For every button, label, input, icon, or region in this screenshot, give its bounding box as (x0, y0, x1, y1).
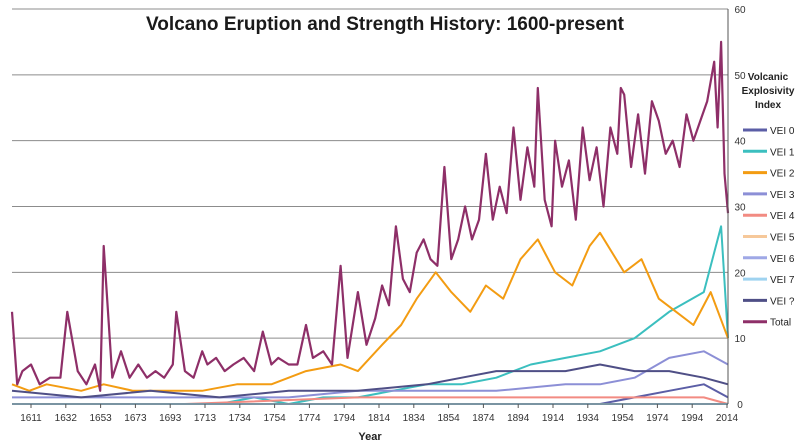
legend-label-2: VEI 2 (770, 169, 795, 180)
chart-title: Volcano Eruption and Strength History: 1… (146, 14, 625, 35)
x-tick-label-16: 1934 (577, 413, 600, 424)
x-tick-label-0: 1611 (20, 413, 42, 424)
legend-label-7: VEI 7 (770, 275, 795, 286)
x-tick-label-19: 1994 (681, 413, 704, 424)
axes (12, 9, 729, 408)
x-tick-label-8: 1774 (298, 413, 321, 424)
legend-label-1: VEI 1 (770, 147, 795, 158)
legend-label-8: VEI ? (770, 296, 795, 307)
y-tick-label-0: 0 (737, 400, 743, 411)
x-tick-label-12: 1854 (437, 413, 460, 424)
legend-label-0: VEI 0 (770, 126, 795, 137)
x-tick-label-9: 1794 (333, 413, 356, 424)
series-line-total (10, 40, 730, 392)
legend-title-line-1: Explosivity (742, 86, 795, 97)
x-tick-label-6: 1734 (229, 413, 252, 424)
y-tick-labels: 0 10 20 30 40 50 60 (734, 5, 746, 411)
x-tick-label-17: 1954 (611, 413, 634, 424)
y-tick-label-2: 20 (734, 268, 746, 279)
x-axis-label: Year (358, 431, 382, 443)
x-tick-label-2: 1653 (89, 413, 112, 424)
x-tick-label-3: 1673 (124, 413, 147, 424)
x-tick-label-7: 1754 (263, 413, 286, 424)
y-tick-label-1: 10 (734, 334, 746, 345)
legend-label-4: VEI 4 (770, 211, 795, 222)
x-tick-label-20: 2014 (716, 413, 739, 424)
y-tick-label-5: 50 (734, 71, 746, 82)
x-tick-label-15: 1914 (542, 413, 565, 424)
series-line-vei (11, 363, 729, 399)
x-tick-label-11: 1834 (403, 413, 426, 424)
x-tick-label-1: 1632 (55, 413, 78, 424)
y-tick-label-3: 30 (734, 203, 746, 214)
x-tick-label-14: 1894 (507, 413, 530, 424)
legend-label-6: VEI 6 (770, 254, 795, 265)
gridlines (12, 8, 728, 339)
x-tick-label-10: 1814 (368, 413, 391, 424)
x-tick-label-5: 1713 (194, 413, 217, 424)
legend-label-5: VEI 5 (770, 233, 795, 244)
series-line-vei-2 (11, 231, 729, 392)
legend-label-9: Total (770, 318, 791, 329)
legend-title-line-0: Volcanic (748, 72, 789, 83)
x-tick-label-13: 1874 (472, 413, 495, 424)
legend: Volcanic Explosivity Index VEI 0 VEI 1 VEI 2 V… (742, 72, 795, 329)
x-tick-labels: 1611 1632 1653 1673 1693 1713 1734 1754 1774 1794… (20, 413, 738, 424)
series-line-vei-3 (12, 350, 729, 399)
series-lines (10, 40, 730, 405)
legend-title-line-2: Index (755, 100, 782, 111)
y-tick-label-4: 40 (734, 137, 746, 148)
x-tick-label-4: 1693 (159, 413, 182, 424)
series-line-vei-1 (12, 225, 729, 405)
x-tick-label-18: 1974 (646, 413, 669, 424)
y-tick-label-6: 60 (734, 5, 746, 16)
legend-label-3: VEI 3 (770, 190, 795, 201)
